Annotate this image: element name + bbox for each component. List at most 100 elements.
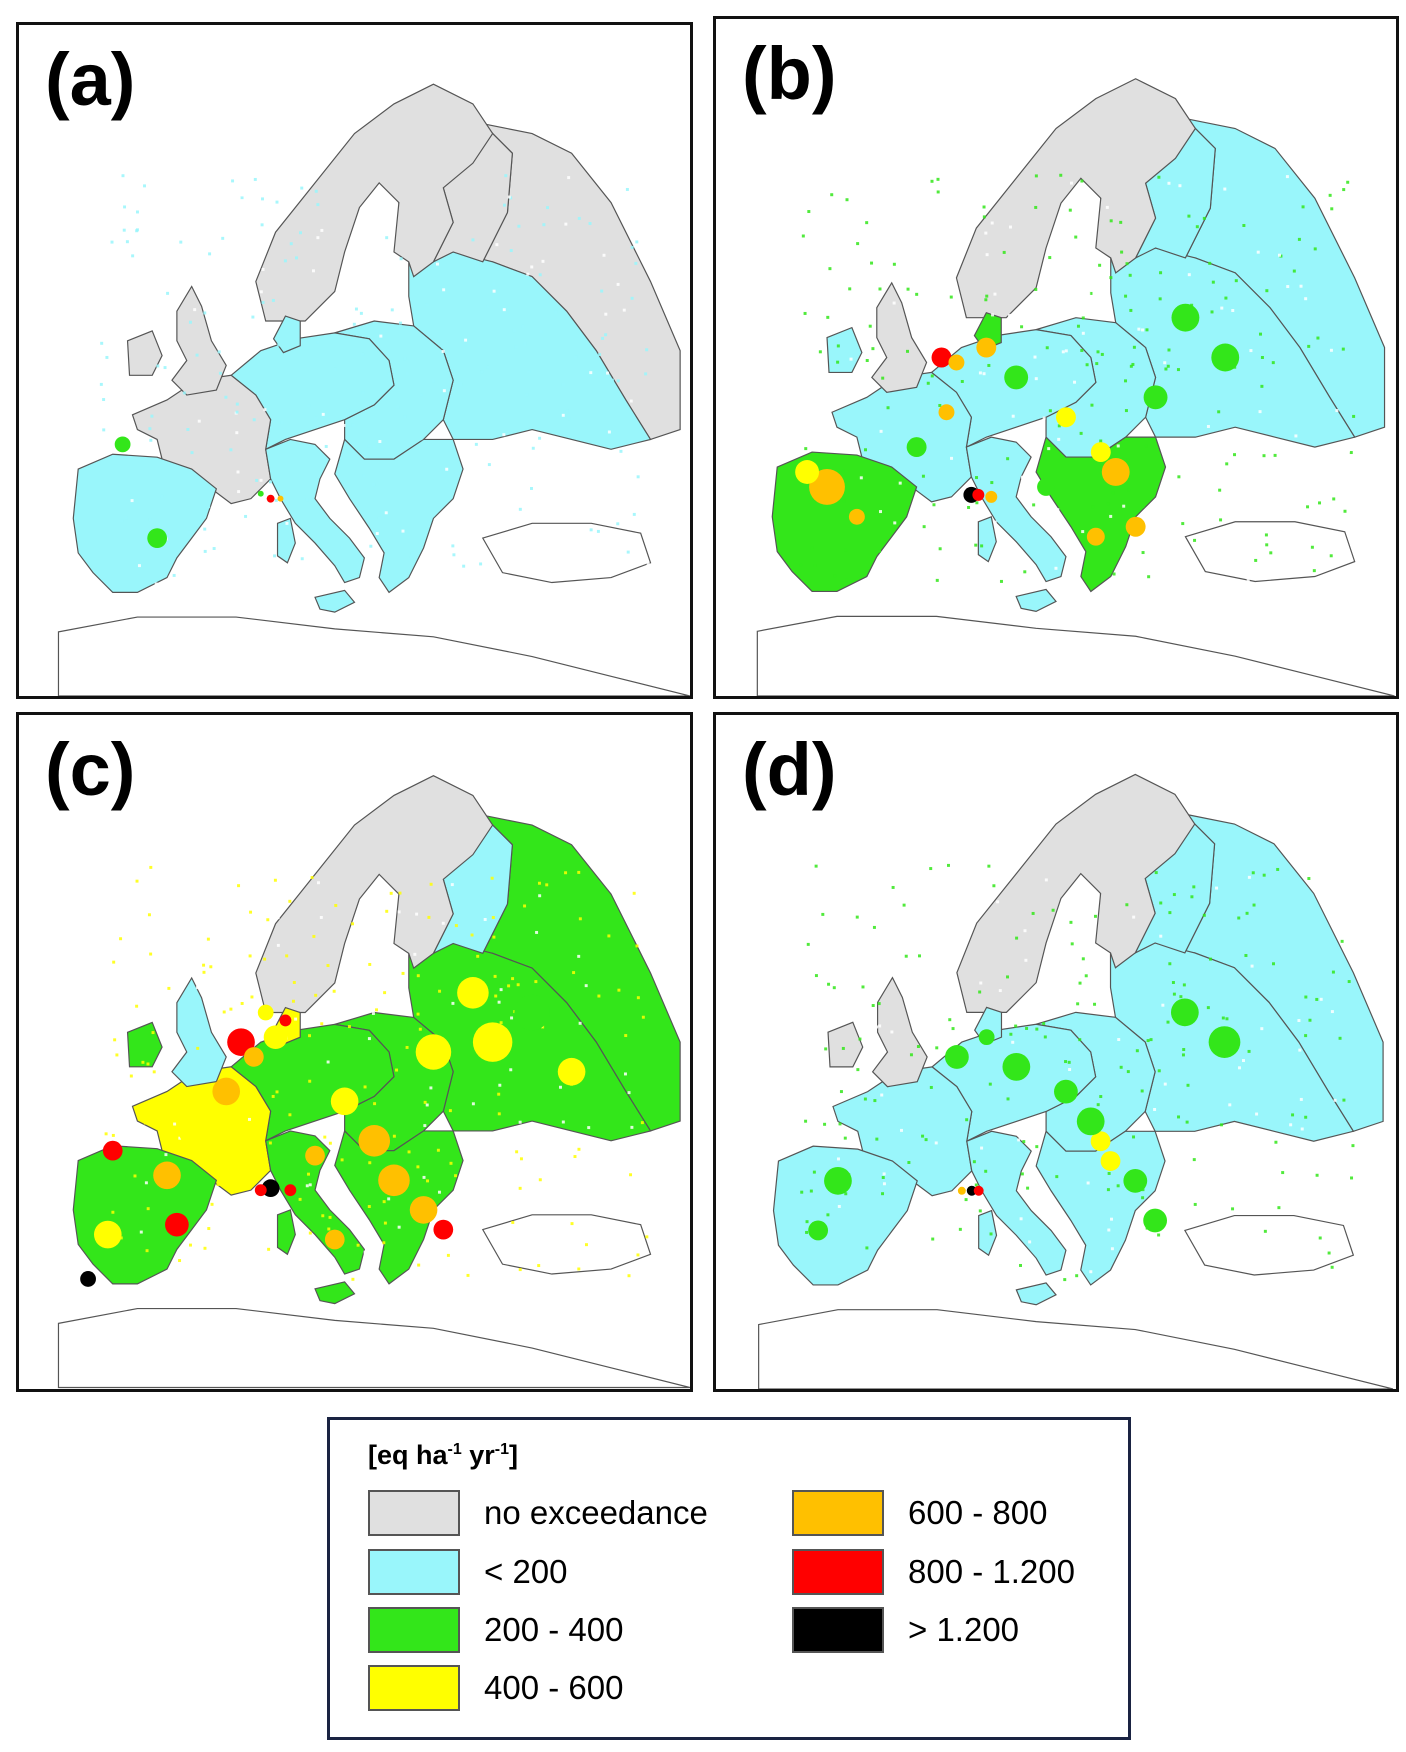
region-scand	[956, 773, 1196, 1013]
exceedance-hotspot	[261, 1179, 280, 1198]
europe-map-c	[57, 775, 690, 1389]
region-africa	[57, 616, 690, 696]
exceedance-hotspot	[1090, 1131, 1111, 1152]
exceedance-hotspot	[433, 1219, 454, 1240]
exceedance-hotspot	[1123, 1168, 1148, 1193]
legend-label: 400 - 600	[484, 1669, 624, 1706]
exceedance-hotspot	[1101, 458, 1130, 486]
exceedance-hotspot	[457, 977, 489, 1009]
region-turkey	[481, 1214, 652, 1275]
exceedance-hotspot	[514, 994, 550, 1031]
legend-label: 600 - 800	[908, 1494, 1048, 1531]
exceedance-hotspot	[985, 490, 998, 503]
exceedance-hotspot	[973, 1185, 984, 1196]
region-sardinia	[276, 517, 296, 564]
region-africa	[756, 615, 1395, 696]
map-panel-a: (a)	[16, 22, 693, 699]
exceedance-hotspot	[1090, 442, 1111, 463]
region-turkey	[481, 522, 652, 584]
exceedance-hotspot	[284, 1184, 297, 1197]
exceedance-hotspot	[931, 347, 952, 368]
region-balkans	[1035, 436, 1167, 593]
exceedance-hotspot	[227, 1028, 255, 1056]
legend-item-no-exceedance: no exceedance	[368, 1488, 708, 1538]
legend-swatch	[368, 1490, 460, 1536]
exceedance-hotspot	[358, 1125, 391, 1157]
region-britain	[171, 285, 227, 396]
exceedance-hotspot	[944, 1045, 969, 1069]
region-iberia	[72, 1145, 218, 1285]
exceedance-hotspot	[1208, 1026, 1241, 1058]
legend-item-gt-1200: > 1.200	[792, 1605, 1019, 1655]
legend-item-lt-200: < 200	[368, 1547, 568, 1597]
exceedance-hotspot	[178, 1113, 215, 1149]
region-ireland	[826, 326, 863, 374]
region-italy	[965, 436, 1067, 583]
legend-label: < 200	[484, 1553, 568, 1590]
exceedance-hotspot	[1037, 477, 1056, 496]
exceedance-hotspot	[972, 488, 985, 501]
exceedance-hotspot	[279, 1014, 292, 1027]
exceedance-hotspot	[1143, 1208, 1168, 1233]
region-ireland	[126, 330, 163, 376]
region-britain	[871, 281, 928, 393]
exceedance-hotspot	[147, 528, 168, 548]
europe-map-b	[756, 78, 1395, 696]
map-panel-b: (b)	[713, 16, 1399, 699]
exceedance-hotspot	[1143, 385, 1168, 410]
panel-label-b: (b)	[742, 32, 837, 115]
region-balkans	[334, 1129, 464, 1285]
exceedance-hotspot	[305, 1145, 325, 1166]
region-britain	[871, 976, 928, 1088]
legend-swatch	[792, 1490, 884, 1536]
texture-speckles	[800, 863, 1355, 1282]
region-africa	[758, 1309, 1394, 1389]
exceedance-hotspot	[257, 1004, 274, 1021]
region-iberia	[72, 453, 218, 593]
region-italy	[265, 438, 366, 584]
exceedance-hotspot	[330, 1087, 359, 1116]
region-sardinia	[978, 1209, 998, 1257]
exceedance-hotspot	[824, 1166, 852, 1195]
legend-swatch	[368, 1549, 460, 1595]
exceedance-hotspot	[153, 1161, 181, 1190]
map-panel-d: (d)	[713, 712, 1399, 1392]
panel-label-a: (a)	[45, 38, 136, 121]
exceedance-hotspot	[80, 1271, 96, 1287]
exceedance-hotspot	[1056, 407, 1076, 428]
exceedance-hotspot	[472, 1022, 513, 1062]
exceedance-hotspot	[1086, 527, 1105, 546]
exceedance-hotspot	[254, 1184, 267, 1197]
texture-speckles	[799, 173, 1356, 583]
exceedance-hotspot	[277, 495, 284, 502]
legend-label: 200 - 400	[484, 1611, 624, 1648]
map-panel-c: (c)	[16, 712, 693, 1392]
exceedance-hotspot	[938, 404, 955, 421]
legend-item-800-1200: 800 - 1.200	[792, 1547, 1075, 1597]
legend-label: 800 - 1.200	[908, 1553, 1075, 1590]
exceedance-hotspot	[165, 1212, 189, 1237]
legend-swatch	[368, 1607, 460, 1653]
exceedance-hotspot	[243, 1047, 264, 1067]
region-africa	[57, 1307, 690, 1389]
exceedance-hotspot	[966, 1185, 977, 1196]
panel-label-d: (d)	[742, 728, 837, 811]
exceedance-hotspot	[1170, 998, 1199, 1027]
region-ireland	[126, 1021, 163, 1068]
legend-swatch	[792, 1607, 884, 1653]
exceedance-hotspot	[378, 1164, 410, 1197]
exceedance-hotspot	[93, 1220, 122, 1249]
exceedance-hotspot	[1054, 1079, 1078, 1104]
region-ireland	[827, 1021, 864, 1068]
exceedance-hotspot	[795, 460, 820, 484]
region-sicily	[314, 1281, 356, 1305]
region-scand	[255, 83, 494, 322]
region-sicily	[314, 589, 356, 613]
region-italy	[966, 1130, 1067, 1276]
exceedance-hotspot	[1002, 1052, 1031, 1081]
texture-speckles	[104, 865, 649, 1281]
exceedance-hotspot	[1171, 303, 1200, 332]
region-denmark	[272, 315, 301, 354]
region-turkey	[1183, 1214, 1355, 1276]
exceedance-hotspot	[906, 437, 927, 458]
